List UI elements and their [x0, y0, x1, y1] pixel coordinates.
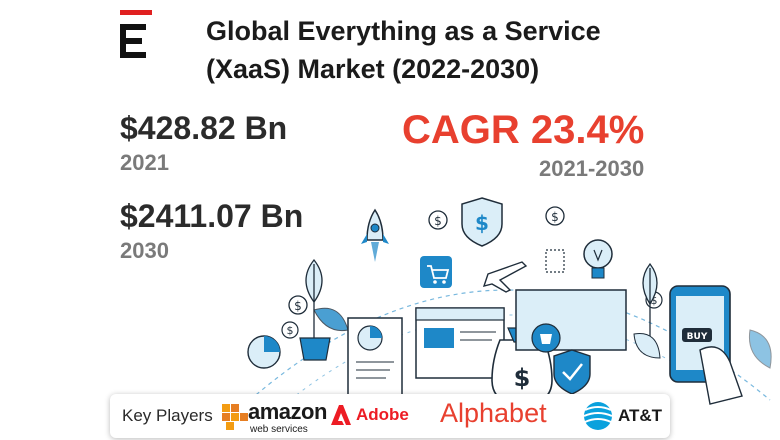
cart-icon: [420, 256, 452, 288]
shopping-bag-icon: [515, 289, 627, 353]
plant-icon: [642, 262, 658, 340]
buy-button: BUY: [687, 332, 708, 342]
adobe-logo: Adobe: [330, 404, 410, 428]
svg-text:$: $: [287, 324, 294, 337]
pie-chart-icon: [247, 335, 281, 369]
amazon-subtext: web services: [250, 424, 308, 435]
cagr-value: CAGR 23.4%: [402, 108, 645, 152]
document-icon: [347, 317, 403, 399]
key-players-label: Key Players: [122, 406, 213, 425]
rocket-icon: [361, 208, 389, 262]
year-2021-label: 2021: [120, 150, 169, 175]
att-globe-icon: [583, 402, 613, 430]
title-line-1: Global Everything as a Service: [206, 16, 601, 46]
page-title: Global Everything as a Service (XaaS) Ma…: [206, 12, 676, 88]
svg-text:$: $: [434, 214, 442, 228]
shield-dollar-icon: $: [461, 197, 503, 247]
svg-text:$: $: [551, 210, 559, 224]
att-logo: AT&T: [582, 400, 666, 432]
amazon-word: amazon: [248, 399, 327, 424]
title-line-2: (XaaS) Market (2022-2030): [206, 54, 540, 84]
year-2030-label: 2030: [120, 238, 169, 263]
services-illustration: $ $ $ $ $ $: [230, 190, 780, 410]
market-value-2030: $2411.07 Bn: [120, 198, 304, 234]
tablet-buy-icon: BUY: [669, 285, 743, 405]
cagr-period: 2021-2030: [539, 156, 645, 181]
amazon-boxes-icon: [222, 404, 248, 430]
att-word: AT&T: [618, 406, 663, 425]
dollar-coin-icon: $ $ $ $ $: [281, 206, 663, 339]
svg-text:$: $: [514, 364, 531, 392]
adobe-word: Adobe: [356, 405, 409, 424]
lightbulb-icon: [583, 239, 613, 279]
adobe-mark-icon: [331, 405, 351, 425]
svg-text:$: $: [651, 294, 658, 307]
key-players-bar: Key Players amazon web services Adobe Al…: [110, 394, 670, 438]
amazon-logo: amazon web services: [220, 398, 327, 436]
svg-text:$: $: [475, 211, 489, 235]
svg-text:$: $: [294, 299, 302, 313]
brand-logo: [118, 8, 154, 60]
market-value-2021: $428.82 Bn: [120, 110, 288, 146]
alphabet-logo: Alphabet: [440, 398, 547, 428]
plant-icon: [299, 258, 349, 361]
airplane-icon: [482, 261, 528, 293]
